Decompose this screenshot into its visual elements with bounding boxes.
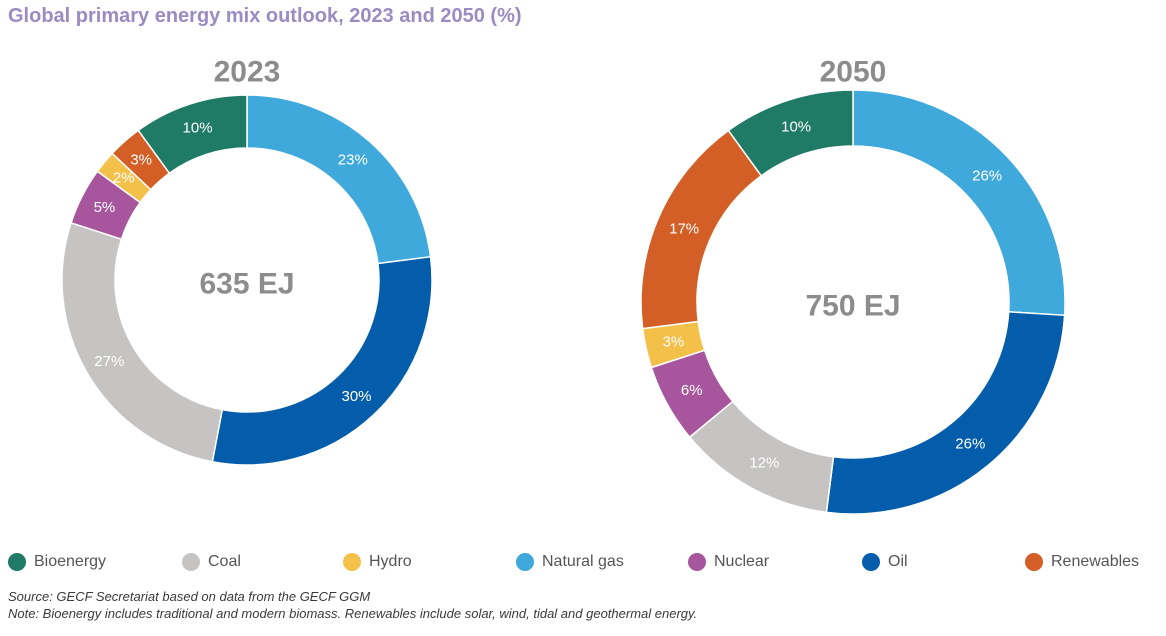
- center-total-2050: 750 EJ: [805, 290, 900, 323]
- legend-item-oil: Oil: [862, 553, 908, 571]
- legend-label-renewables: Renewables: [1051, 553, 1140, 570]
- year-label-2050: 2050: [820, 56, 887, 89]
- legend-item-coal: Coal: [182, 553, 241, 571]
- legend-swatch-hydro: [343, 553, 361, 571]
- slice-label-2023-coal: 27%: [94, 353, 124, 370]
- slice-label-2050-natural-gas: 26%: [972, 168, 1002, 185]
- legend: Bioenergy Coal Hydro Natural gas Nuclear…: [0, 553, 1166, 577]
- legend-item-bioenergy: Bioenergy: [8, 553, 106, 571]
- legend-item-natural-gas: Natural gas: [516, 553, 624, 571]
- slice-label-2023-bioenergy: 10%: [183, 119, 213, 136]
- slice-2050-renewables: [640, 129, 763, 330]
- slice-label-2050-nuclear: 6%: [681, 382, 703, 399]
- slice-label-2023-renewables: 3%: [130, 151, 152, 168]
- slice-label-2050-bioenergy: 10%: [781, 119, 811, 136]
- legend-item-hydro: Hydro: [343, 553, 412, 571]
- legend-label-nuclear: Nuclear: [714, 553, 770, 570]
- slice-label-2023-hydro: 2%: [113, 170, 135, 187]
- slice-label-2050-coal: 12%: [749, 455, 779, 472]
- center-total-2023: 635 EJ: [199, 268, 294, 301]
- slice-label-2023-nuclear: 5%: [94, 199, 116, 216]
- legend-swatch-renewables: [1025, 553, 1043, 571]
- slice-2050-natural-gas: [852, 89, 1066, 317]
- legend-swatch-natural-gas: [516, 553, 534, 571]
- legend-label-oil: Oil: [888, 553, 908, 570]
- legend-swatch-bioenergy: [8, 553, 26, 571]
- legend-item-nuclear: Nuclear: [688, 553, 769, 571]
- slice-2023-natural-gas: [246, 94, 432, 265]
- legend-item-renewables: Renewables: [1025, 553, 1139, 571]
- legend-label-hydro: Hydro: [369, 553, 412, 570]
- footnote: Note: Bioenergy includes traditional and…: [8, 606, 698, 621]
- slice-2023-bioenergy: [137, 94, 248, 175]
- slice-label-2050-renewables: 17%: [669, 220, 699, 237]
- legend-label-natural-gas: Natural gas: [542, 553, 624, 570]
- legend-label-coal: Coal: [208, 553, 241, 570]
- legend-label-bioenergy: Bioenergy: [34, 553, 107, 570]
- source-note: Source: GECF Secretariat based on data f…: [8, 589, 371, 604]
- legend-swatch-oil: [862, 553, 880, 571]
- legend-swatch-nuclear: [688, 553, 706, 571]
- slice-label-2050-hydro: 3%: [663, 334, 685, 351]
- slice-2050-oil: [825, 310, 1066, 515]
- donut-charts: 23% 30% 27% 5% 2% 3% 10% 2023 635 EJ 26% 26% 12% 6% 3…: [61, 56, 1066, 515]
- slice-label-2050-oil: 26%: [955, 435, 985, 452]
- slice-label-2023-natural-gas: 23%: [338, 151, 368, 168]
- slice-2023-oil: [211, 255, 433, 466]
- chart-notes: Source: GECF Secretariat based on data f…: [8, 588, 697, 622]
- chart-title: Global primary energy mix outlook, 2023 …: [8, 5, 522, 27]
- legend-swatch-coal: [182, 553, 200, 571]
- slice-label-2023-oil: 30%: [342, 388, 372, 405]
- year-label-2023: 2023: [214, 56, 281, 89]
- slice-2023-coal: [61, 221, 224, 463]
- slice-2050-bioenergy: [727, 89, 854, 177]
